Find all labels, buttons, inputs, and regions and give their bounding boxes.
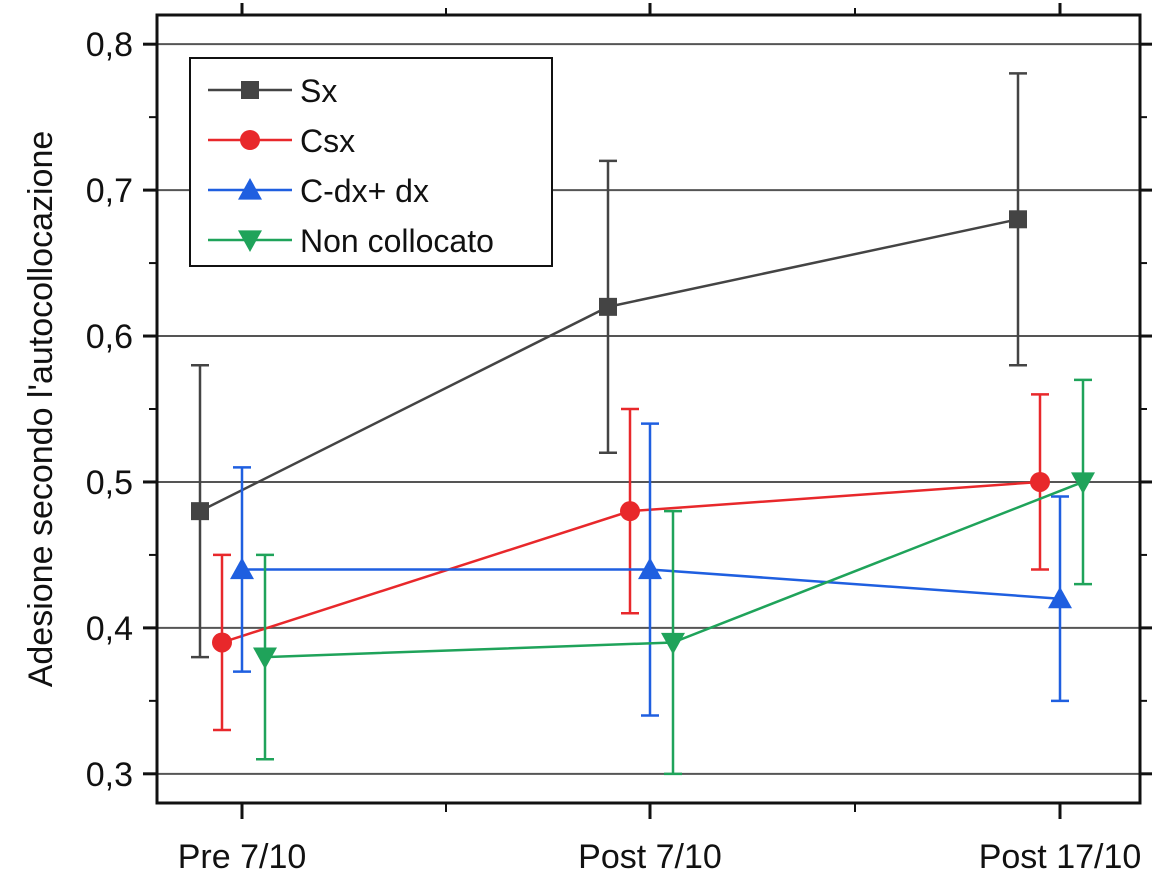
legend-label: Non collocato [300, 223, 494, 259]
legend-label: Sx [300, 73, 337, 109]
y-tick-label: 0,4 [86, 610, 133, 648]
data-point [620, 501, 640, 522]
data-point [1030, 471, 1050, 492]
series-csx [212, 393, 1050, 732]
data-point [1071, 472, 1095, 494]
legend-label: Csx [300, 123, 355, 159]
legend-marker [238, 178, 262, 200]
data-point [599, 297, 617, 316]
y-tick-label: 0,8 [86, 26, 133, 64]
y-tick-label: 0,3 [86, 756, 133, 794]
x-tick-label: Post 7/10 [578, 838, 722, 876]
data-point [253, 647, 277, 670]
y-tick-label: 0,7 [86, 172, 133, 210]
y-tick-label: 0,5 [86, 464, 133, 502]
data-point [230, 557, 254, 580]
legend: Sx Csx C-dx+ dx Non collocato [189, 57, 553, 267]
data-point [212, 632, 232, 653]
legend-marker [241, 81, 259, 99]
y-axis-label: Adesione secondo l'autocollocazione [22, 131, 60, 688]
data-point [638, 557, 662, 580]
series-c-dx-dx [230, 422, 1072, 717]
axes: 0,3 0,4 0,5 0,6 0,7 0,8 Pre 7/10 Post 7/10 Post … [86, 3, 1152, 876]
x-tick-label: Post 17/10 [979, 838, 1142, 876]
data-point [1048, 586, 1072, 609]
legend-label: C-dx+ dx [300, 173, 429, 209]
data-point [1009, 210, 1027, 229]
x-tick-label: Pre 7/10 [178, 838, 307, 876]
data-point [191, 502, 209, 521]
legend-marker [240, 130, 260, 150]
series-sx [191, 72, 1027, 659]
legend-marker [238, 230, 262, 252]
series-layer [191, 72, 1095, 776]
series-non-collocato [253, 378, 1095, 776]
y-tick-label: 0,6 [86, 318, 133, 356]
data-point [661, 632, 685, 655]
